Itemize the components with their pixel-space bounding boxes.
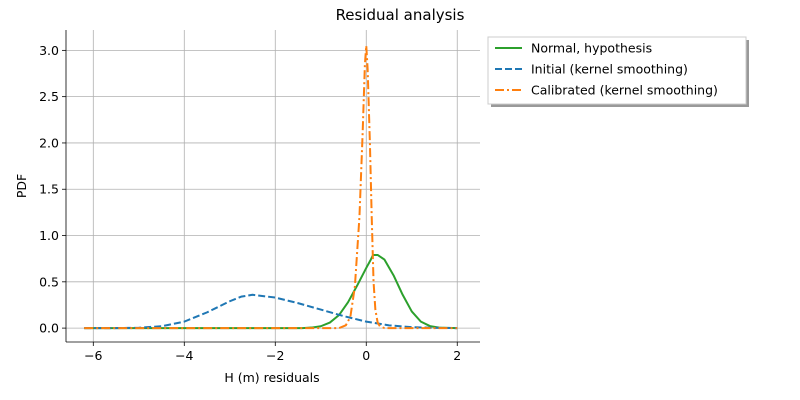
- legend-label-1: Normal, hypothesis: [531, 41, 652, 56]
- y-tick-label: 0.5: [39, 274, 59, 289]
- legend-label-2: Initial (kernel smoothing): [531, 62, 688, 77]
- y-tick-label: 3.0: [39, 43, 59, 58]
- legend: Normal, hypothesis Initial (kernel smooth…: [487, 36, 749, 107]
- x-tick-label: 2: [453, 348, 461, 363]
- legend-label-3: Calibrated (kernel smoothing): [531, 83, 718, 98]
- series-lines: [84, 44, 458, 330]
- x-axis-label: H (m) residuals: [224, 370, 319, 385]
- tick-marks: −6 −4 −2 0 2 0.0 0.5 1.0 1.5 2.0 2.5 3.0: [39, 43, 461, 363]
- series-line-1: [84, 253, 458, 330]
- y-tick-label: 2.5: [39, 89, 59, 104]
- legend-box: [487, 36, 747, 105]
- y-tick-label: 1.0: [39, 228, 59, 243]
- x-tick-label: 0: [362, 348, 370, 363]
- axes: [65, 30, 480, 343]
- grid-lines: [66, 30, 480, 342]
- y-tick-label: 0.0: [39, 321, 59, 336]
- x-tick-label: −4: [175, 348, 193, 363]
- x-tick-label: −6: [84, 348, 102, 363]
- y-tick-label: 2.0: [39, 135, 59, 150]
- series-line-3: [84, 44, 458, 330]
- chart-title: Residual analysis: [336, 6, 465, 24]
- x-tick-label: −2: [266, 348, 284, 363]
- y-tick-label: 1.5: [39, 182, 59, 197]
- y-axis-label: PDF: [14, 174, 29, 198]
- series-line-2: [84, 293, 458, 330]
